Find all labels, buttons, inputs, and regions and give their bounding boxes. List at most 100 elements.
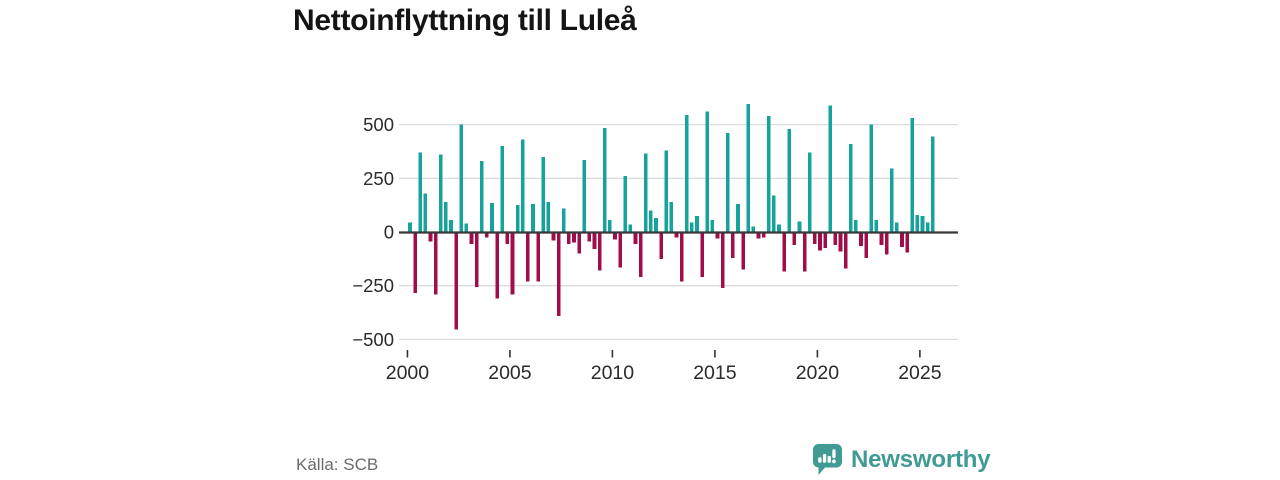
bar [715,232,720,239]
x-axis-tick-label: 2005 [488,362,532,384]
bar [638,232,643,278]
bar [433,232,438,295]
bar [408,222,412,232]
bar [700,232,704,278]
bar [587,232,592,242]
bar [418,152,423,232]
bar [756,232,761,239]
bar [500,146,505,232]
bar [884,232,889,255]
bar [541,156,546,232]
bar [879,232,884,245]
bar [664,150,669,232]
bar [900,232,904,248]
bar [479,161,484,232]
bar [438,154,443,232]
bar [572,232,576,243]
bar [833,232,838,245]
x-axis-tick-label: 2020 [796,362,840,384]
bar [423,193,428,232]
bar [592,232,597,250]
bar [736,204,740,232]
bar [469,232,474,244]
bar [864,232,868,258]
bar [623,176,628,232]
bar [567,232,571,244]
bar [895,222,899,232]
bar [495,232,499,299]
bar [531,204,535,232]
x-axis-tick-label: 2015 [693,362,737,384]
bar [459,124,464,232]
y-axis-tick-label: 500 [363,114,394,135]
bar [449,220,453,232]
bar [669,201,674,232]
bar [684,114,689,232]
bar [526,232,530,282]
bar [792,232,797,245]
bar [807,152,812,232]
bar [710,220,715,232]
bar [889,168,894,232]
bar [818,232,822,251]
bar [608,220,612,232]
bar [797,221,802,232]
bar [905,232,909,253]
bar [444,201,448,232]
bar [720,232,725,288]
x-axis-tick-label: 2025 [898,362,942,384]
bar [751,226,756,232]
chart-title: Nettoinflyttning till Luleå [293,4,637,37]
bar [485,232,489,238]
bar [761,232,766,238]
bar [782,232,786,272]
bar [915,214,920,232]
bar [546,201,551,232]
bar [910,118,914,232]
bar [490,203,494,232]
bar [869,124,874,232]
bar [925,222,930,232]
bar [505,232,510,244]
bar [613,232,617,240]
bar [874,220,879,232]
bar [654,218,658,232]
bar [633,232,638,244]
source-label: Källa: SCB [296,455,379,474]
bar [649,210,653,232]
bar [577,232,581,254]
bar [556,232,561,316]
bar [920,215,925,232]
bar [659,232,663,259]
bar [674,232,679,238]
bar [731,232,735,258]
x-axis-tick-label: 2010 [591,362,635,384]
bar [428,232,433,242]
bar [628,224,633,232]
bar [787,128,792,232]
bar [618,232,622,268]
bar [705,111,710,232]
bar [813,232,817,244]
bar [766,116,771,232]
bar [551,232,556,241]
bar [854,220,858,232]
y-axis-tick-label: 0 [384,222,394,243]
bar [802,232,807,272]
bar [690,222,694,232]
bar [695,215,699,232]
y-axis-tick-label: −250 [352,275,394,296]
bar [823,232,827,249]
bar [741,232,745,270]
bar [828,105,833,232]
bar [474,232,479,287]
bar [859,232,863,246]
bar [536,232,540,282]
bar [520,139,525,232]
bar [561,208,566,232]
bar [777,224,781,232]
bar [510,232,515,295]
y-axis-tick-label: −500 [352,329,394,350]
bar [464,223,469,232]
